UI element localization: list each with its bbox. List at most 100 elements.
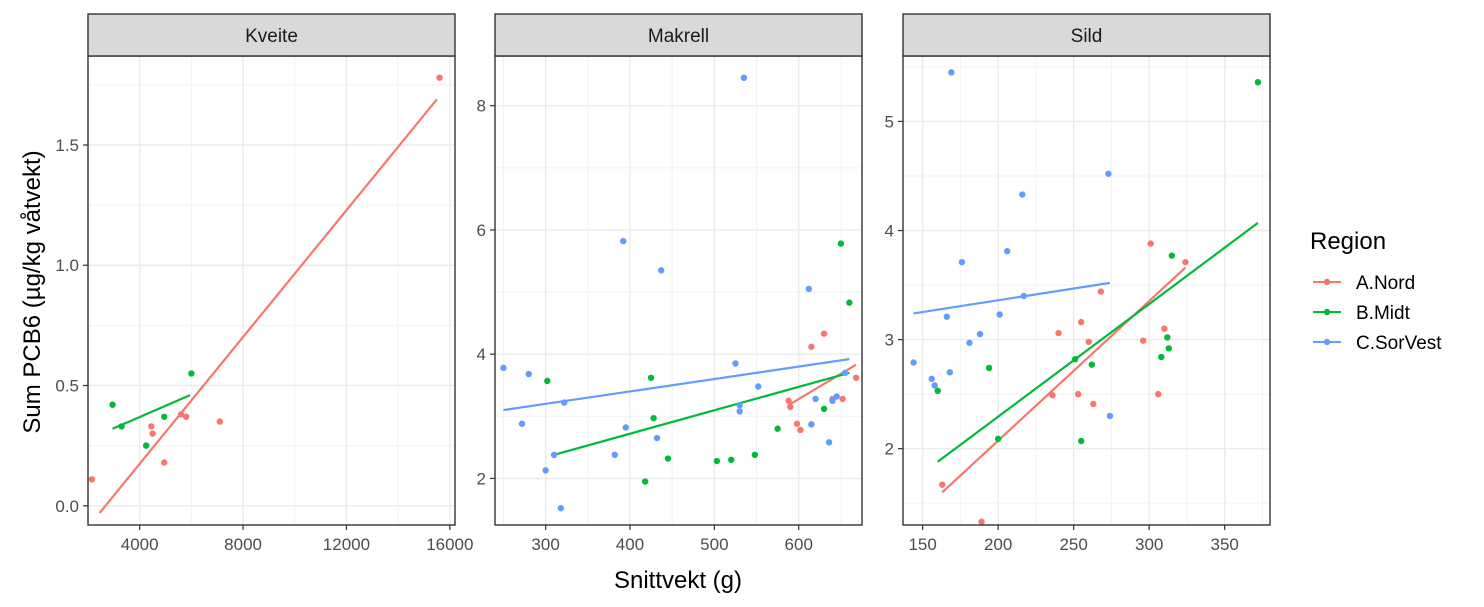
- data-point: [216, 418, 224, 425]
- panel-makrell: Makrell 300 400 500 600 2 4 6 8: [477, 13, 863, 554]
- data-point: [736, 401, 743, 409]
- data-point: [1158, 353, 1165, 361]
- data-point: [183, 413, 190, 420]
- strip-background: [902, 13, 1271, 57]
- data-point: [1097, 288, 1105, 295]
- data-point: [805, 285, 813, 293]
- series-c-sorvest: [910, 69, 1114, 420]
- data-point: [161, 413, 168, 420]
- data-point: [544, 377, 551, 385]
- data-point: [142, 442, 150, 449]
- x-tick-label: 600: [785, 535, 813, 554]
- panel-background: [495, 56, 862, 525]
- data-point: [436, 74, 443, 81]
- data-point: [550, 451, 558, 459]
- data-point: [994, 435, 1002, 443]
- legend: Region A.Nord B.Midt C.SorVest: [1310, 228, 1442, 354]
- data-point: [985, 364, 993, 372]
- panel-kveite: Kveite 4000 8000 12000 16000 0.0 0.5 1.0 1.5: [55, 13, 473, 554]
- data-point: [978, 518, 985, 525]
- data-point: [1147, 240, 1154, 247]
- data-point: [611, 451, 619, 459]
- legend-key-point: [1323, 278, 1331, 286]
- data-point: [148, 423, 155, 430]
- x-tick-label: 300: [1135, 535, 1163, 554]
- data-point: [852, 374, 860, 381]
- panel-background: [88, 56, 455, 525]
- data-point: [1078, 318, 1085, 326]
- y-tick-label: 2: [477, 469, 486, 488]
- data-point: [1090, 400, 1097, 408]
- panel-background: [903, 56, 1270, 525]
- data-point: [88, 476, 96, 483]
- data-point: [149, 430, 156, 437]
- legend-label: A.Nord: [1356, 273, 1415, 294]
- legend-label: C.SorVest: [1356, 333, 1442, 354]
- data-point: [755, 383, 762, 390]
- data-point: [1078, 437, 1085, 445]
- legend-key-point: [1323, 338, 1331, 346]
- data-point: [1049, 392, 1056, 399]
- data-point: [1085, 338, 1092, 345]
- data-point: [820, 330, 828, 337]
- x-tick-label: 200: [984, 535, 1012, 554]
- data-point: [1161, 325, 1168, 332]
- data-point: [839, 395, 846, 403]
- x-tick-label: 500: [700, 535, 728, 554]
- legend-entry-b-midt: B.Midt: [1313, 303, 1411, 324]
- y-tick-label: 5: [885, 112, 894, 131]
- data-point: [525, 370, 532, 378]
- data-point: [1105, 170, 1112, 177]
- legend-label: B.Midt: [1356, 303, 1411, 324]
- y-tick-label: 4: [477, 345, 486, 364]
- x-tick-label: 400: [616, 535, 644, 554]
- regression-line: [941, 266, 1187, 494]
- data-point: [976, 330, 984, 338]
- data-point: [785, 397, 792, 404]
- data-point: [1055, 329, 1062, 337]
- data-point: [653, 434, 661, 442]
- x-axis-title: Snittvekt (g): [614, 567, 742, 594]
- data-point: [910, 359, 917, 366]
- data-point: [787, 403, 794, 411]
- x-tick-label: 12000: [323, 535, 370, 554]
- data-point: [713, 457, 721, 465]
- data-point: [1106, 412, 1114, 420]
- data-point: [829, 397, 836, 404]
- strip-label: Kveite: [245, 26, 298, 47]
- data-point: [1139, 337, 1147, 344]
- y-tick-label: 8: [477, 97, 486, 116]
- data-point: [812, 395, 819, 403]
- data-point: [943, 313, 950, 320]
- x-tick-label: 350: [1211, 535, 1239, 554]
- y-tick-label: 0.0: [55, 497, 79, 516]
- y-tick-label: 1.0: [55, 256, 79, 275]
- data-point: [1088, 361, 1095, 368]
- data-point: [808, 343, 815, 350]
- data-point: [931, 382, 938, 389]
- data-point: [732, 360, 739, 367]
- series-c-sorvest: [500, 74, 850, 512]
- x-tick-label: 16000: [426, 535, 473, 554]
- data-point: [1164, 334, 1171, 341]
- data-point: [774, 425, 781, 432]
- data-point: [1165, 345, 1173, 352]
- x-tick-label: 150: [908, 535, 936, 554]
- data-point: [1004, 248, 1011, 255]
- series-b-midt: [544, 240, 853, 485]
- data-point: [647, 374, 655, 381]
- legend-title: Region: [1310, 228, 1386, 255]
- data-point: [1168, 252, 1176, 259]
- data-point: [837, 240, 845, 247]
- data-point: [641, 478, 649, 485]
- data-point: [793, 420, 801, 427]
- data-point: [1019, 191, 1026, 198]
- data-point: [518, 420, 526, 427]
- data-point: [825, 439, 833, 446]
- legend-entry-c-sorvest: C.SorVest: [1313, 333, 1442, 354]
- regression-line: [913, 281, 1111, 315]
- strip-background: [87, 13, 456, 57]
- series-a-nord: [88, 74, 443, 514]
- y-axis-title: Sum PCB6 (µg/kg våtvekt): [19, 150, 46, 433]
